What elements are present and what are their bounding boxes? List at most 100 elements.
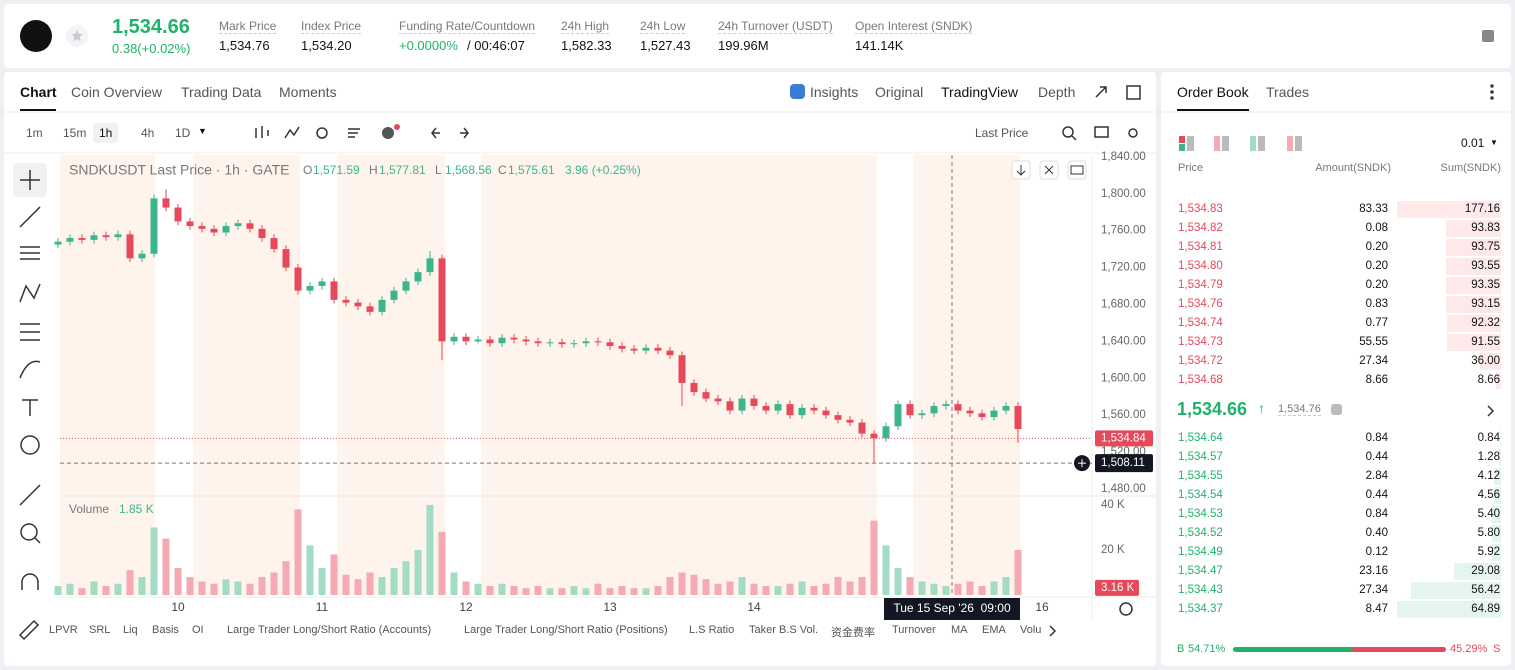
book-sum: 92.32 [1471,317,1500,329]
book-price[interactable]: 1,534.43 [1178,584,1223,596]
volume-bar [630,588,638,595]
volume-bar [954,583,962,595]
book-amount: 27.34 [1359,584,1388,596]
book-price[interactable]: 1,534.57 [1178,451,1223,463]
header-change: 0.38(+0.02%) [112,41,191,56]
volume-bar [390,567,398,595]
view-tab[interactable]: TradingView [941,84,1019,100]
book-amount: 0.12 [1365,546,1388,558]
book-price[interactable]: 1,534.76 [1178,298,1223,310]
interval[interactable]: 4h [141,126,155,140]
indicator-tab[interactable]: Turnover [892,624,936,636]
candle-body [942,404,950,406]
candle-body [594,341,602,343]
volume-bar [546,588,554,595]
book-price[interactable]: 1,534.54 [1178,489,1223,501]
book-price[interactable]: 1,534.47 [1178,565,1223,577]
volume-bar [210,583,218,595]
depth-bar [1454,563,1501,580]
candle-body [678,355,686,383]
interval[interactable]: 1h [93,123,119,143]
indicator-tab[interactable]: L.S Ratio [689,624,735,636]
indicator-tab[interactable]: Basis [152,624,179,636]
indicator-add[interactable] [382,127,394,139]
candle-body [306,286,314,291]
stat-label: 24h Low [640,19,686,34]
volume-bar [450,572,458,595]
indicator-tab[interactable]: Large Trader Long/Short Ratio (Positions… [464,624,668,636]
crosshair-tool[interactable] [20,170,40,190]
indicator-tab[interactable]: MA [951,624,968,636]
candle-body [522,339,530,342]
view-tab[interactable]: Insights [810,84,859,100]
volume-bar [246,583,254,595]
book-tab[interactable]: Trades [1266,84,1310,100]
book-amount: 0.20 [1365,241,1388,253]
interval[interactable]: 1m [26,126,43,140]
interval[interactable]: 1D [175,126,191,140]
indicator-tab[interactable]: OI [192,624,204,636]
interval[interactable]: 15m [63,126,87,140]
book-price[interactable]: 1,534.53 [1178,508,1223,520]
pane-icons [1016,165,1084,176]
candle-body [894,404,902,427]
stat-value: 199.96M [718,38,769,53]
depth-bar [1397,601,1501,618]
book-price[interactable]: 1,534.74 [1178,317,1223,329]
indicator-tab[interactable]: SRL [89,624,111,636]
book-price[interactable]: 1,534.72 [1178,355,1223,367]
candle-body [390,290,398,300]
book-price[interactable]: 1,534.83 [1178,203,1223,215]
candle-body [318,281,326,287]
candle-body [90,235,98,240]
view-tab[interactable]: Original [875,84,924,100]
book-price[interactable]: 1,534.79 [1178,279,1223,291]
book-price[interactable]: 1,534.49 [1178,546,1223,558]
view-tab[interactable]: Depth [1038,84,1076,100]
book-price[interactable]: 1,534.82 [1178,222,1223,234]
volume-bar [858,576,866,595]
candle-body [426,258,434,273]
volume-tick-label: 20 K [1101,544,1125,556]
stat-value: 141.14K [855,38,904,53]
indicator-tab[interactable]: 资金费率 [831,627,875,639]
book-price[interactable]: 1,534.64 [1178,432,1223,444]
indicator-tab[interactable]: Taker B.S Vol. [749,624,819,636]
candle-body [162,198,170,208]
chart-tab[interactable]: Trading Data [181,84,262,100]
book-price[interactable]: 1,534.80 [1178,260,1223,272]
candle-body [402,281,410,291]
book-price[interactable]: 1,534.52 [1178,527,1223,539]
indicator-tab[interactable]: EMA [982,624,1006,636]
candle-body [846,419,854,423]
book-price[interactable]: 1,534.55 [1178,470,1223,482]
book-amount: 83.33 [1359,203,1388,215]
dropdown[interactable]: ▼ [198,126,207,136]
indicator-tab[interactable]: LPVR [49,624,78,636]
chart-tab[interactable]: Chart [20,84,57,100]
crosshair-price-tag [1095,454,1153,473]
chart-tab[interactable]: Moments [279,84,337,100]
volume-bar [570,585,578,595]
indicator-tab[interactable]: Liq [123,624,138,636]
session-band [913,155,1020,595]
book-sum: 29.08 [1471,565,1500,577]
book-amount: 0.20 [1365,260,1388,272]
price-source[interactable]: Last Price [975,126,1029,140]
candle-body [462,336,470,342]
book-tab[interactable]: Order Book [1177,84,1249,100]
volume-bar [774,585,782,595]
volume-bar [126,570,134,595]
book-price[interactable]: 1,534.81 [1178,241,1223,253]
book-price[interactable]: 1,534.37 [1178,603,1223,615]
book-price[interactable]: 1,534.73 [1178,336,1223,348]
layout-icon[interactable] [1482,30,1494,42]
book-amount: 27.34 [1359,355,1388,367]
book-price[interactable]: 1,534.68 [1178,374,1223,386]
volume-bar [810,585,818,595]
indicator-tab[interactable]: Volu [1020,624,1042,636]
stat-label: Funding Rate/Countdown [399,19,536,34]
indicator-tab[interactable]: Large Trader Long/Short Ratio (Accounts) [227,624,432,636]
precision[interactable]: 0.01 [1461,136,1485,150]
chart-tab[interactable]: Coin Overview [71,84,163,100]
